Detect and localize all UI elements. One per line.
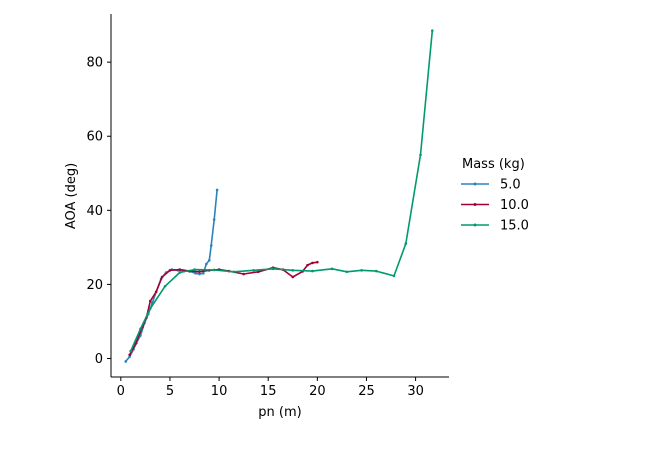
data-point [419, 153, 422, 157]
legend: Mass (kg) 5.0 10.0 15.0 [461, 157, 529, 234]
y-tick-label: 0 [95, 352, 103, 367]
legend-item: 10.0 [461, 198, 529, 213]
series-10.0 [128, 260, 319, 357]
series-line [129, 30, 434, 352]
legend-title: Mass (kg) [462, 157, 525, 172]
legend-label: 15.0 [500, 219, 529, 234]
data-point [212, 218, 216, 221]
data-point [168, 269, 172, 272]
data-point [392, 274, 396, 278]
data-point [404, 242, 408, 245]
data-point [345, 270, 349, 274]
data-point [178, 271, 182, 274]
data-point [207, 259, 211, 262]
data-point [212, 268, 216, 272]
data-point [306, 263, 309, 267]
data-point [232, 270, 236, 274]
x-tick-label: 30 [407, 384, 424, 399]
y-ticks: 0 20 40 60 80 [86, 56, 111, 367]
data-point [360, 269, 363, 272]
data-point [198, 272, 201, 276]
data-point [252, 269, 255, 272]
y-tick-label: 40 [86, 204, 103, 219]
data-point [257, 270, 260, 274]
data-point [242, 272, 245, 276]
legend-marker [473, 223, 477, 227]
x-tick-label: 5 [166, 384, 174, 399]
data-point [205, 262, 208, 266]
data-point [198, 270, 201, 274]
legend-marker [473, 182, 477, 186]
y-tick-label: 20 [86, 278, 103, 293]
data-point [178, 268, 182, 271]
data-point [139, 327, 142, 331]
data-point [202, 271, 205, 275]
series-line [128, 261, 318, 356]
data-point [193, 268, 196, 271]
x-tick-label: 20 [309, 384, 326, 399]
x-tick-label: 25 [358, 384, 375, 399]
data-point [128, 353, 131, 357]
legend-item: 15.0 [461, 219, 529, 234]
data-point [291, 275, 295, 279]
data-point [124, 360, 128, 363]
x-tick-label: 0 [117, 384, 125, 399]
data-point [311, 261, 314, 265]
y-tick-label: 80 [86, 56, 103, 71]
series-layer [124, 29, 434, 363]
y-tick-label: 60 [86, 130, 103, 145]
data-point [154, 290, 158, 294]
data-point [160, 275, 164, 279]
data-point [330, 267, 334, 271]
data-point [271, 267, 275, 271]
data-point [374, 269, 378, 273]
x-axis-label: pn (m) [258, 405, 301, 420]
legend-label: 5.0 [500, 178, 521, 193]
data-point [129, 349, 132, 353]
legend-label: 10.0 [500, 198, 529, 213]
x-tick-label: 15 [260, 384, 277, 399]
x-tick-label: 10 [211, 384, 228, 399]
legend-item: 5.0 [461, 178, 521, 193]
data-point [128, 355, 131, 358]
data-point [163, 284, 167, 288]
data-point [316, 260, 319, 264]
y-axis-label: AOA (deg) [64, 163, 79, 229]
legend-marker [473, 203, 477, 206]
data-point [215, 188, 219, 192]
data-point [311, 269, 314, 273]
data-point [149, 307, 152, 310]
data-point [194, 271, 197, 275]
data-point [209, 244, 213, 247]
data-point [291, 269, 295, 272]
series-15.0 [129, 29, 434, 353]
data-point [149, 299, 152, 303]
x-ticks: 0 5 10 15 20 25 30 [117, 377, 424, 399]
data-point [430, 29, 434, 32]
